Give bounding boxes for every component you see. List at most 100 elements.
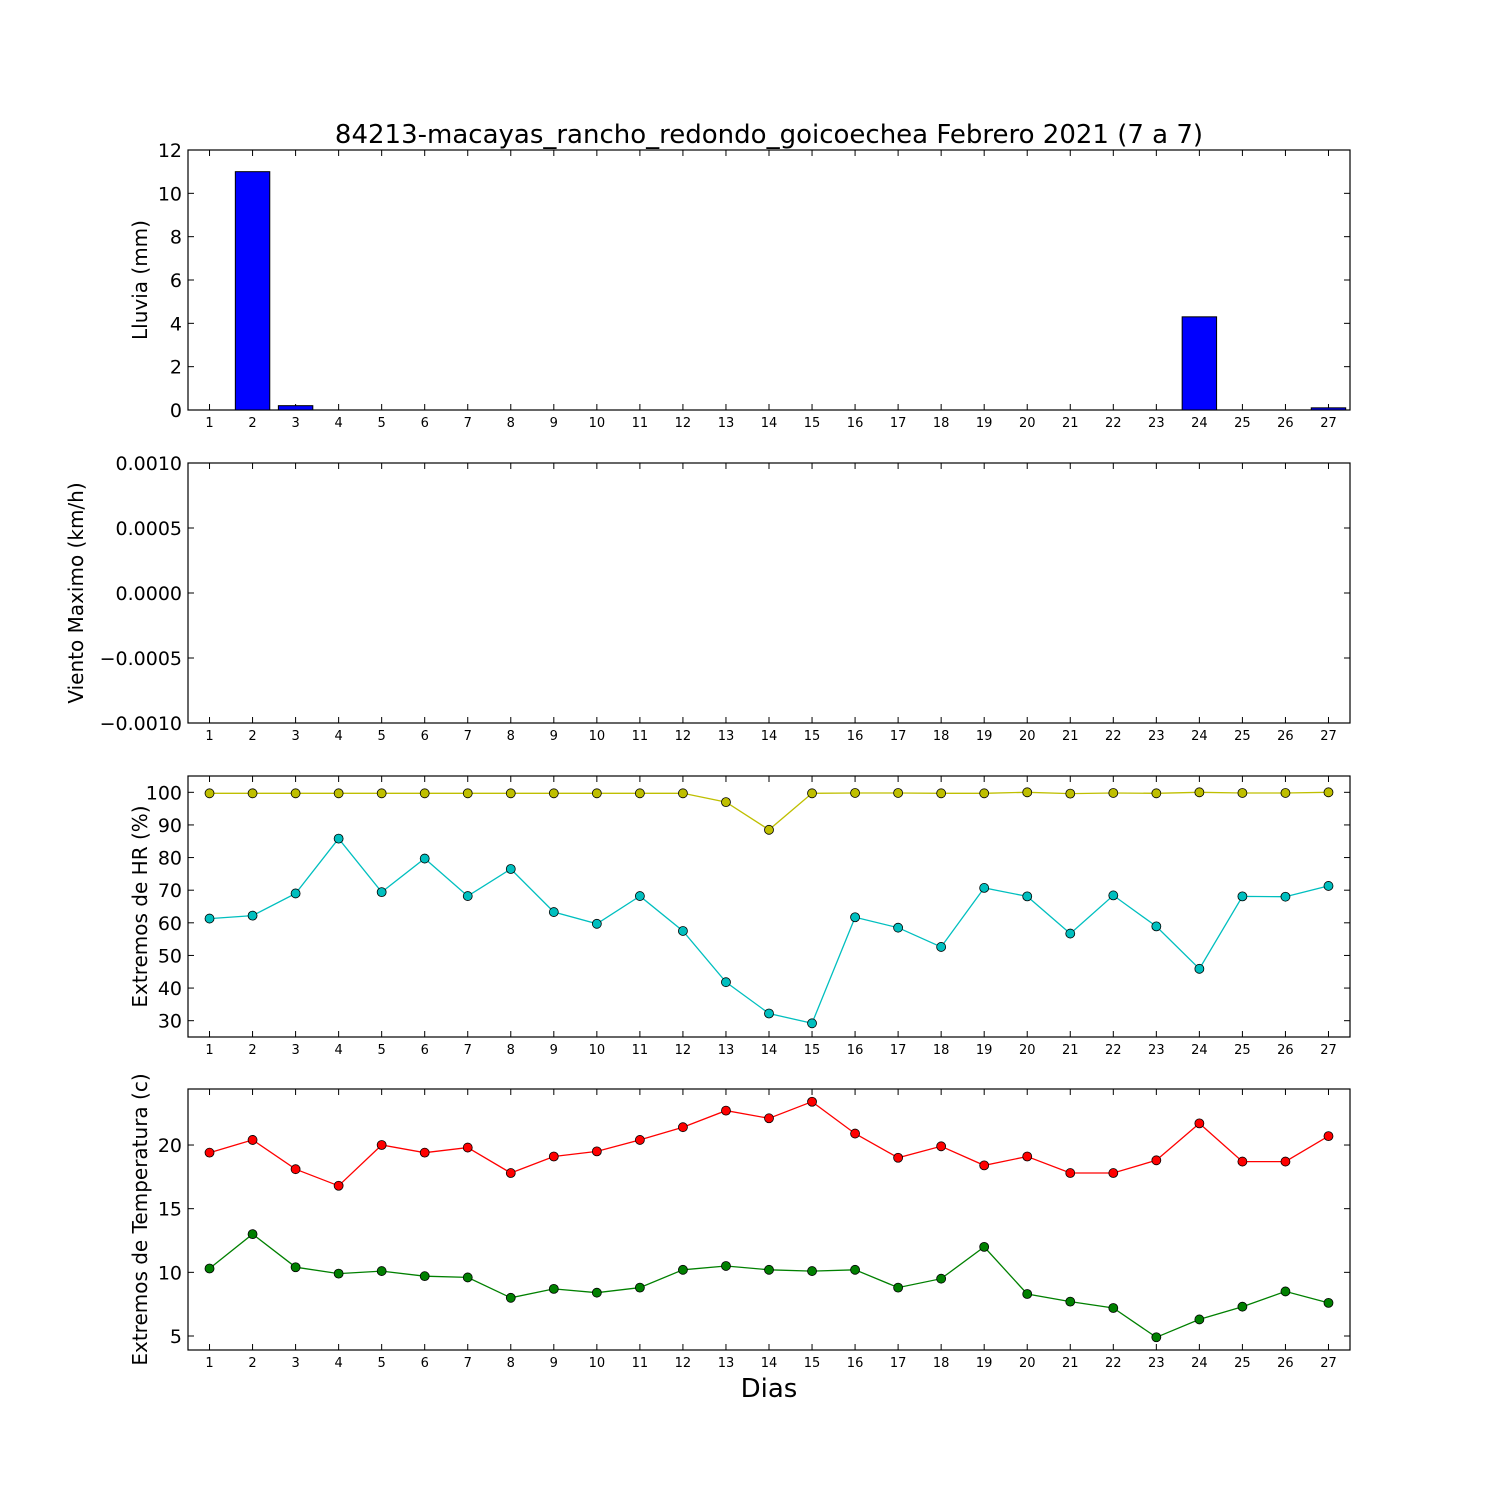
humidity-xtick-label: 17: [890, 1043, 907, 1058]
temperature-series-2-point: [893, 1282, 904, 1293]
humidity-xtick-label: 16: [847, 1043, 864, 1058]
rain-ytick-label: 0: [170, 400, 182, 422]
humidity-series-1-point: [591, 788, 602, 799]
temperature-series-2-point: [462, 1272, 473, 1283]
humidity-ytick-label: 50: [158, 945, 182, 967]
wind-xtick-label: 3: [291, 729, 299, 744]
temperature-series-1-point: [1108, 1168, 1119, 1178]
humidity-series-2-point: [721, 977, 731, 988]
humidity-series-1-point: [247, 788, 258, 799]
humidity-series-1-point: [419, 788, 430, 799]
humidity-xtick-label: 19: [976, 1043, 993, 1058]
temperature-series-2-point: [333, 1268, 344, 1279]
humidity-series-2-point: [807, 1018, 817, 1029]
humidity-xtick-label: 25: [1234, 1043, 1251, 1058]
rain-xtick-label: 19: [976, 416, 993, 431]
wind-xtick-label: 7: [464, 729, 472, 744]
temperature-series-1-point: [634, 1135, 645, 1145]
temperature-series-2-point: [807, 1266, 817, 1276]
humidity-series-1-point: [204, 788, 215, 799]
rain-xtick-label: 26: [1277, 416, 1294, 431]
humidity-series-1-point: [979, 788, 990, 799]
wind-y-axis-label: Viento Maximo (km/h): [64, 482, 88, 703]
temperature-xtick-label: 22: [1105, 1356, 1122, 1371]
wind-xtick-label: 19: [976, 729, 993, 744]
humidity-ytick-label: 60: [158, 913, 182, 935]
temperature-ytick-label: 20: [158, 1135, 182, 1157]
temperature-series-2-point: [1280, 1286, 1291, 1297]
humidity-series-2-point: [591, 918, 602, 929]
temperature-series-1-point: [462, 1142, 473, 1153]
humidity-series-2-point: [333, 833, 344, 844]
temperature-xtick-label: 26: [1277, 1356, 1294, 1371]
temperature-series-2-point: [634, 1282, 645, 1293]
rain-xtick-label: 5: [378, 416, 386, 431]
x-axis-label: Dias: [741, 1374, 798, 1404]
humidity-series-2-point: [678, 926, 688, 936]
humidity-series-1-point: [1237, 788, 1248, 798]
wind-xtick-label: 25: [1234, 729, 1251, 744]
wind-xtick-label: 20: [1019, 729, 1036, 744]
humidity-series-1-point: [1151, 788, 1162, 799]
temperature-series-1-point: [1065, 1168, 1076, 1178]
temperature-series-1-point: [548, 1151, 559, 1162]
temperature-series-2-point: [1194, 1314, 1205, 1325]
humidity-xtick-label: 1: [205, 1043, 213, 1058]
humidity-series-2-point: [290, 888, 301, 899]
temperature-series-1-point: [678, 1122, 688, 1133]
rain-xtick-label: 14: [761, 416, 778, 431]
temperature-series-1-point: [850, 1128, 860, 1139]
temperature-ytick-label: 15: [158, 1199, 182, 1221]
humidity-series-1-point: [505, 788, 516, 799]
wind-xtick-label: 23: [1148, 729, 1165, 744]
rain-xtick-label: 25: [1234, 416, 1251, 431]
temperature-xtick-label: 13: [718, 1356, 735, 1371]
rain-xtick-label: 11: [632, 416, 649, 431]
rain-xtick-label: 20: [1019, 416, 1036, 431]
wind-xtick-label: 5: [378, 729, 386, 744]
rain-xtick-label: 16: [847, 416, 864, 431]
rain-bar: [234, 171, 271, 411]
temperature-series-2-point: [505, 1292, 516, 1303]
humidity-xtick-label: 4: [334, 1043, 342, 1058]
temperature-series-2-point: [376, 1266, 387, 1276]
humidity-series-2-point: [548, 907, 559, 917]
humidity-xtick-label: 13: [718, 1043, 735, 1058]
rain-ytick-label: 10: [158, 183, 182, 205]
humidity-series-2-point: [1323, 881, 1334, 891]
humidity-series-1-point: [1194, 787, 1205, 798]
rain-xtick-label: 10: [589, 416, 606, 431]
temperature-y-axis-label: Extremos de Temperatura (c): [128, 1073, 152, 1365]
rain-ytick-label: 8: [170, 227, 182, 249]
rain-xtick-label: 3: [291, 416, 299, 431]
humidity-xtick-label: 8: [507, 1043, 515, 1058]
temperature-xtick-label: 14: [761, 1356, 778, 1371]
temperature-series-2-point: [290, 1262, 301, 1273]
temperature-series-2-point: [1323, 1297, 1334, 1308]
humidity-xtick-label: 2: [248, 1043, 256, 1058]
wind-xtick-label: 6: [421, 729, 429, 744]
humidity-xtick-label: 7: [464, 1043, 472, 1058]
wind-xtick-label: 22: [1105, 729, 1122, 744]
humidity-series-2-point: [1022, 891, 1033, 902]
temperature-xtick-label: 24: [1191, 1356, 1208, 1371]
rain-ytick-label: 4: [170, 313, 182, 335]
rain-xtick-label: 22: [1105, 416, 1122, 431]
temperature-series-1-point: [1022, 1151, 1033, 1162]
temperature-series-1-point: [204, 1147, 215, 1158]
wind-xtick-label: 9: [550, 729, 558, 744]
rain-axes-frame: [187, 149, 1351, 411]
humidity-series-2-point: [376, 887, 387, 898]
humidity-axes-frame: [187, 775, 1351, 1038]
humidity-series-1-point: [678, 788, 688, 799]
wind-xtick-label: 17: [890, 729, 907, 744]
humidity-xtick-label: 22: [1105, 1043, 1122, 1058]
rain-xtick-label: 9: [550, 416, 558, 431]
humidity-y-axis-label: Extremos de HR (%): [128, 805, 152, 1007]
temperature-series-2-point: [764, 1264, 774, 1275]
temperature-series-1-point: [376, 1140, 387, 1150]
wind-xtick-label: 21: [1062, 729, 1079, 744]
wind-ytick-label: 0.0005: [116, 518, 182, 540]
